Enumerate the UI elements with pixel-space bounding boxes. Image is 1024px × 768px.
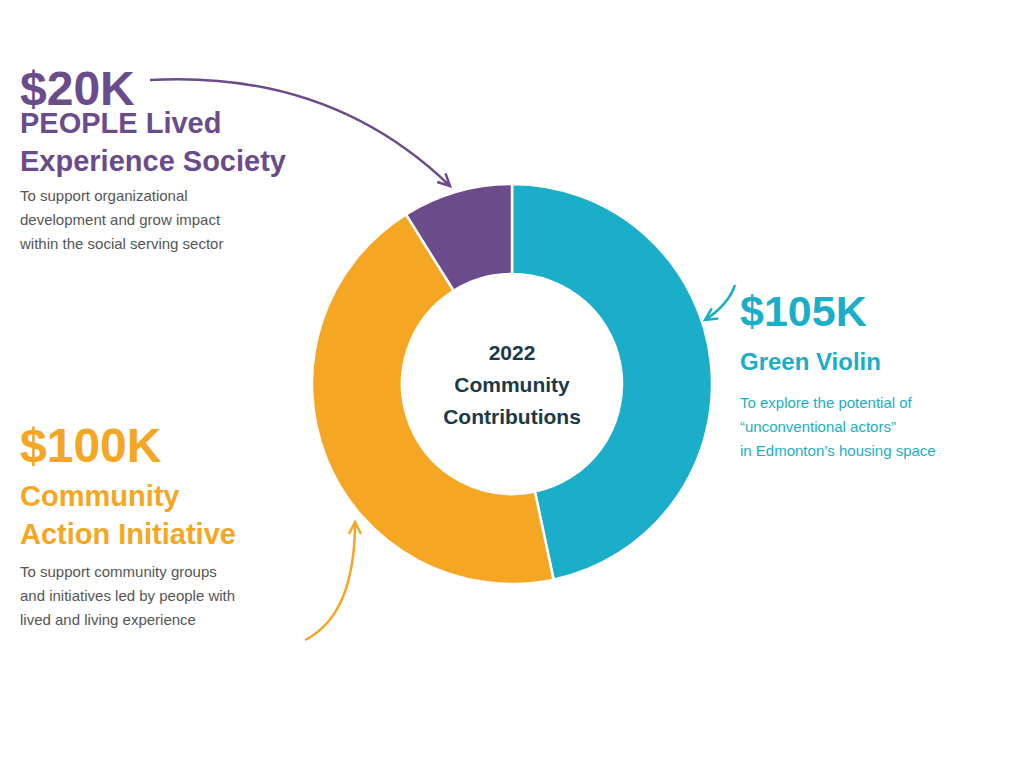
svg-text:2022: 2022 xyxy=(489,341,536,364)
svg-text:Community: Community xyxy=(20,480,180,512)
svg-text:in Edmonton’s housing space: in Edmonton’s housing space xyxy=(740,442,936,459)
svg-text:“unconventional actors”: “unconventional actors” xyxy=(740,418,896,435)
svg-text:$100K: $100K xyxy=(20,419,162,472)
svg-text:Contributions: Contributions xyxy=(443,405,581,428)
svg-text:To support organizational: To support organizational xyxy=(20,187,188,204)
svg-text:Community: Community xyxy=(454,373,570,396)
svg-text:development and grow impact: development and grow impact xyxy=(20,211,221,228)
svg-text:$20K: $20K xyxy=(20,61,135,115)
svg-text:and initiatives led by people: and initiatives led by people with xyxy=(20,587,235,604)
svg-text:To support community groups: To support community groups xyxy=(20,563,217,580)
svg-text:Action Initiative: Action Initiative xyxy=(20,518,236,550)
svg-text:To explore the potential of: To explore the potential of xyxy=(740,394,913,411)
svg-text:$105K: $105K xyxy=(740,287,867,335)
svg-text:PEOPLE Lived: PEOPLE Lived xyxy=(20,107,221,139)
svg-text:within the social serving sect: within the social serving sector xyxy=(19,235,223,252)
svg-text:Experience Society: Experience Society xyxy=(20,145,286,177)
svg-text:lived and living experience: lived and living experience xyxy=(20,611,196,628)
svg-text:Green Violin: Green Violin xyxy=(740,348,881,375)
